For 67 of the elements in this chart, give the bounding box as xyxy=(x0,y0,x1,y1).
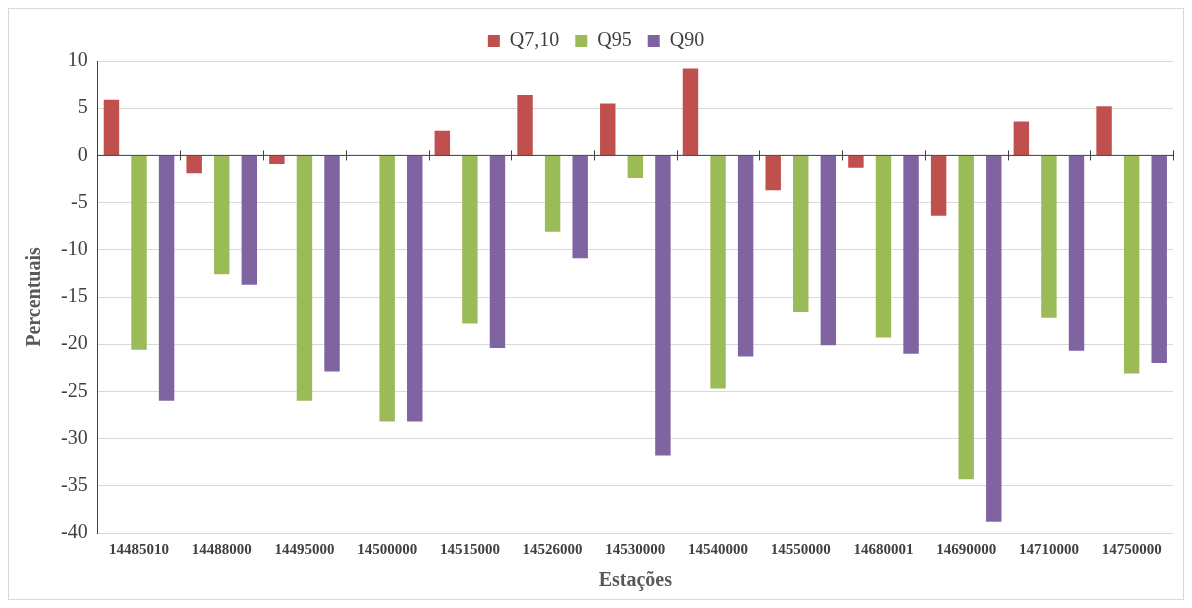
legend-label: Q7,10 xyxy=(509,28,560,51)
bar xyxy=(572,155,588,259)
bar xyxy=(600,103,616,155)
y-tick-label: -15 xyxy=(60,284,88,307)
bar xyxy=(1013,121,1030,155)
bar xyxy=(269,155,285,164)
bar xyxy=(655,155,671,456)
bar xyxy=(765,155,781,191)
x-axis-title: Estações xyxy=(598,568,673,592)
bar xyxy=(379,155,395,422)
bar xyxy=(1041,155,1057,318)
legend-label: Q95 xyxy=(597,28,632,51)
y-tick-label: -25 xyxy=(60,378,88,401)
bar xyxy=(214,155,230,275)
bar xyxy=(986,155,1002,522)
bar xyxy=(517,94,533,155)
bar xyxy=(627,155,644,179)
y-tick-label: 0 xyxy=(77,142,88,165)
bar xyxy=(930,155,947,216)
x-tick-label: 14540000 xyxy=(688,540,749,557)
bar xyxy=(1151,155,1167,364)
bar xyxy=(875,155,892,338)
bar xyxy=(1123,155,1140,374)
x-tick-label: 14500000 xyxy=(357,540,418,557)
x-tick-label: 14495000 xyxy=(274,540,335,557)
bar xyxy=(324,155,340,372)
bar xyxy=(241,155,258,285)
x-tick-label: 14710000 xyxy=(1018,540,1079,557)
y-axis-title: Percentuais xyxy=(22,246,45,347)
x-tick-label: 14690000 xyxy=(936,540,997,557)
bar xyxy=(103,99,120,155)
bar xyxy=(544,155,561,232)
y-tick-label: 5 xyxy=(77,95,88,118)
bar xyxy=(1068,155,1085,351)
x-tick-label: 14530000 xyxy=(605,540,666,557)
y-tick-label: -5 xyxy=(70,189,88,212)
x-tick-label: 14488000 xyxy=(191,540,252,557)
bar xyxy=(710,155,726,389)
y-tick-label: -10 xyxy=(60,237,88,260)
y-tick-label: -20 xyxy=(60,331,88,354)
x-tick-label: 14750000 xyxy=(1101,540,1162,557)
x-tick-label: 14526000 xyxy=(522,540,583,557)
bar xyxy=(848,155,864,168)
x-tick-label: 14515000 xyxy=(439,540,500,557)
bar xyxy=(158,155,175,401)
bar xyxy=(737,155,754,357)
y-tick-label: -40 xyxy=(60,520,88,543)
bar xyxy=(820,155,837,346)
x-tick-label: 14550000 xyxy=(770,540,831,557)
bar xyxy=(296,155,313,401)
y-tick-label: -35 xyxy=(60,473,88,496)
bar xyxy=(131,155,147,350)
bar xyxy=(186,155,202,174)
bar xyxy=(958,155,974,480)
y-tick-label: -30 xyxy=(60,425,88,448)
bar xyxy=(462,155,478,324)
x-tick-label: 14485010 xyxy=(109,540,170,557)
bar xyxy=(793,155,809,313)
legend-label: Q90 xyxy=(669,28,705,51)
bar xyxy=(407,155,423,422)
bar xyxy=(903,155,919,354)
bar xyxy=(434,130,451,155)
x-tick-label: 14680001 xyxy=(853,540,914,557)
bar xyxy=(682,68,699,155)
bar xyxy=(1096,106,1112,155)
bar xyxy=(489,155,506,348)
y-tick-label: 10 xyxy=(67,48,88,71)
